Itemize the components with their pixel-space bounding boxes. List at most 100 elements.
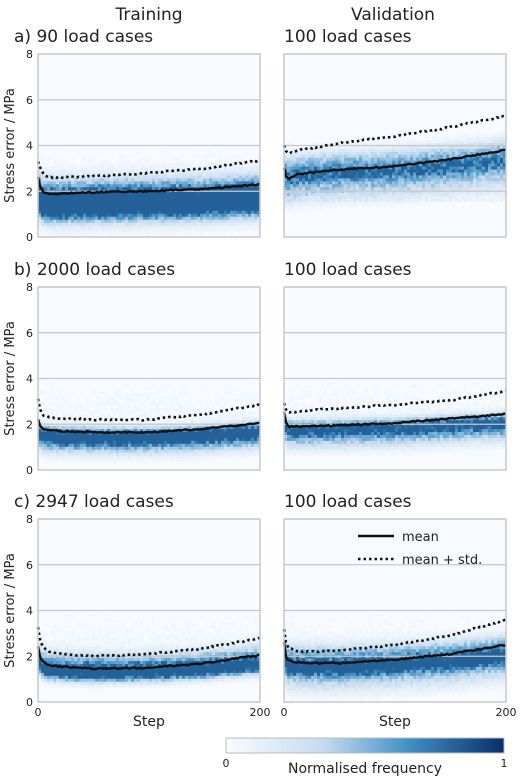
heatmap-cell	[137, 186, 141, 191]
heatmap-cell	[317, 163, 321, 167]
heatmap-cell	[137, 455, 141, 459]
heatmap-cell	[302, 201, 306, 205]
heatmap-cell	[362, 163, 366, 167]
heatmap-cell	[197, 410, 201, 415]
heatmap-cell	[59, 177, 63, 182]
heatmap-cell	[197, 154, 201, 158]
heatmap-cell	[344, 154, 348, 158]
heatmap-cell	[47, 437, 51, 441]
heatmap-cell	[377, 169, 381, 173]
heatmap-cell	[80, 160, 84, 164]
heatmap-cell	[209, 228, 213, 232]
heatmap-cell	[194, 213, 198, 217]
heatmap-cell	[167, 443, 171, 447]
heatmap-cell	[299, 166, 303, 170]
heatmap-cell	[92, 410, 96, 415]
heatmap-cell	[287, 428, 291, 433]
heatmap-cell	[242, 425, 246, 430]
heatmap-cell	[434, 177, 438, 182]
heatmap-cell	[353, 157, 357, 161]
heatmap-cell	[62, 222, 66, 226]
heatmap-cell	[209, 225, 213, 229]
heatmap-cell	[146, 192, 150, 197]
heatmap-cell	[101, 204, 105, 208]
heatmap-cell	[89, 195, 93, 200]
heatmap-cell	[425, 166, 429, 170]
heatmap-cell	[92, 210, 96, 214]
heatmap-cell	[449, 154, 453, 158]
heatmap-cell	[227, 157, 231, 161]
heatmap-cell	[98, 216, 102, 220]
heatmap-cell	[329, 145, 333, 149]
heatmap-cell	[500, 160, 504, 164]
heatmap-cell	[257, 180, 261, 185]
heatmap-cell	[203, 222, 207, 226]
heatmap-cell	[257, 210, 261, 214]
heatmap-cell	[125, 419, 129, 424]
heatmap-cell	[314, 198, 318, 202]
heatmap-cell	[173, 458, 177, 462]
heatmap-cell	[452, 198, 456, 202]
heatmap-cell	[311, 175, 315, 179]
heatmap-cell	[83, 180, 87, 185]
heatmap-cell	[47, 431, 51, 435]
heatmap-cell	[182, 434, 186, 438]
heatmap-cell	[302, 195, 306, 200]
heatmap-cell	[404, 151, 408, 155]
heatmap-cell	[443, 142, 447, 146]
heatmap-cell	[494, 198, 498, 202]
heatmap-cell	[164, 440, 168, 444]
heatmap-cell	[470, 151, 474, 155]
heatmap-cell	[113, 198, 117, 202]
heatmap-cell	[116, 428, 120, 433]
heatmap-cell	[248, 410, 252, 415]
heatmap-cell	[143, 410, 147, 415]
heatmap-cell	[401, 201, 405, 205]
heatmap-cell	[386, 154, 390, 158]
heatmap-cell	[227, 419, 231, 424]
heatmap-cell	[143, 434, 147, 438]
heatmap-cell	[254, 216, 258, 220]
heatmap-cell	[488, 195, 492, 200]
heatmap-cell	[422, 166, 426, 170]
heatmap-cell	[155, 225, 159, 229]
heatmap-cell	[50, 210, 54, 214]
heatmap-cell	[38, 431, 42, 435]
heatmap-cell	[68, 213, 72, 217]
heatmap-cell	[137, 180, 141, 185]
heatmap-cell	[443, 180, 447, 185]
heatmap-cell	[500, 136, 504, 140]
heatmap-cell	[251, 434, 255, 438]
heatmap-cell	[38, 222, 42, 226]
heatmap-cell	[155, 180, 159, 185]
heatmap-cell	[38, 201, 42, 205]
heatmap-cell	[194, 198, 198, 202]
heatmap-cell	[74, 204, 78, 208]
heatmap-cell	[173, 207, 177, 211]
heatmap-cell	[323, 157, 327, 161]
heatmap-cell	[413, 157, 417, 161]
heatmap-cell	[416, 180, 420, 185]
heatmap-cell	[56, 201, 60, 205]
heatmap-cell	[239, 434, 243, 438]
heatmap-cell	[476, 195, 480, 200]
heatmap-cell	[242, 169, 246, 173]
heatmap-cell	[41, 154, 45, 158]
heatmap-cell	[293, 180, 297, 185]
heatmap-cell	[326, 172, 330, 176]
heatmap-cell	[125, 213, 129, 217]
heatmap-cell	[56, 195, 60, 200]
heatmap-cell	[71, 166, 75, 170]
heatmap-cell	[347, 166, 351, 170]
heatmap-cell	[464, 139, 468, 143]
heatmap-cell	[341, 157, 345, 161]
heatmap-cell	[365, 169, 369, 173]
heatmap-cell	[311, 186, 315, 191]
heatmap-cell	[137, 192, 141, 197]
heatmap-cell	[479, 160, 483, 164]
heatmap-cell	[329, 183, 333, 188]
heatmap-cell	[218, 419, 222, 424]
heatmap-cell	[308, 145, 312, 149]
heatmap-cell	[179, 210, 183, 214]
